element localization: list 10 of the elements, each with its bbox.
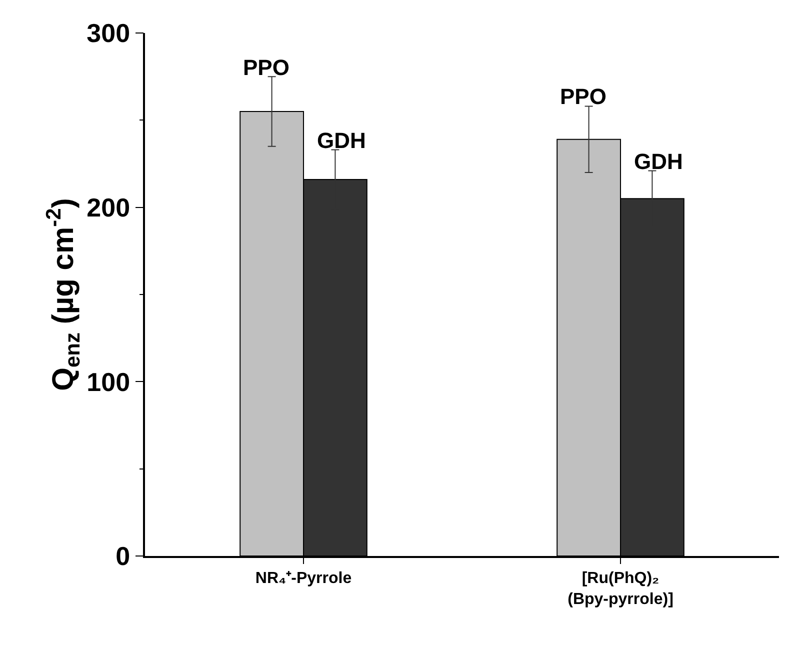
x-tick-label: [Ru(PhQ)₂ (Bpy-pyrrole)]: [568, 570, 674, 608]
text: GDH: [317, 128, 366, 153]
x-tick-label: NR₄⁺-Pyrrole: [255, 570, 352, 587]
y-tick-label: 100: [86, 366, 130, 397]
text: PPO: [243, 55, 290, 80]
y-tick-label: 200: [86, 192, 130, 222]
series-label: PPO: [560, 84, 606, 109]
series-label: GDH: [634, 149, 683, 174]
y-tick-label: 300: [86, 18, 130, 48]
y-tick-label: 0: [116, 541, 130, 572]
